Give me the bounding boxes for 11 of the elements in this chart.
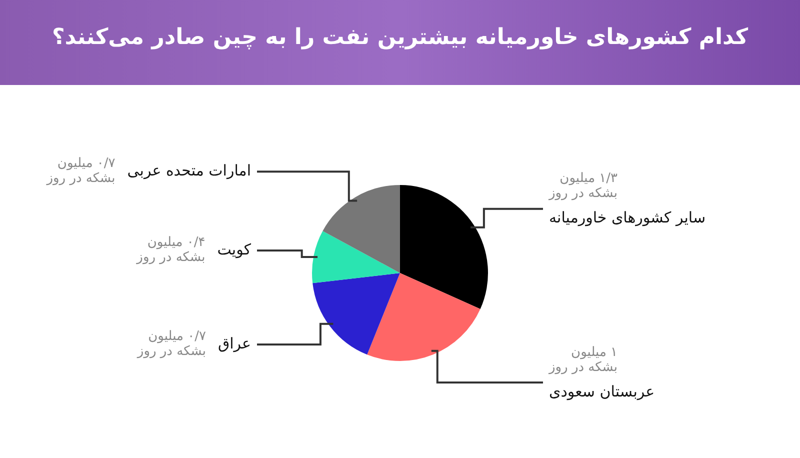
chart-title: کدام کشورهای خاورمیانه بیشترین نفت را به چین صادر می‌کنند؟	[52, 25, 748, 50]
data-label: ۰/۷ میلیون بشکه در روز	[136, 328, 206, 359]
data-label: ۰/۷ میلیون بشکه در روز	[46, 156, 116, 186]
data-label: ۱ میلیون بشکه در روز	[548, 344, 618, 375]
data-label: ۰/۴ میلیون بشکه در روز	[136, 234, 206, 265]
data-label: ۱/۳ میلیون بشکه در روز	[548, 171, 618, 202]
slice-label: عربستان سعودی	[549, 382, 655, 400]
slice-label: سایر کشورهای خاورمیانه	[549, 208, 706, 227]
slice-label: کویت	[217, 240, 252, 258]
slice-label: امارات متحده عربی	[127, 161, 251, 180]
slice-label: عراق	[218, 334, 251, 352]
